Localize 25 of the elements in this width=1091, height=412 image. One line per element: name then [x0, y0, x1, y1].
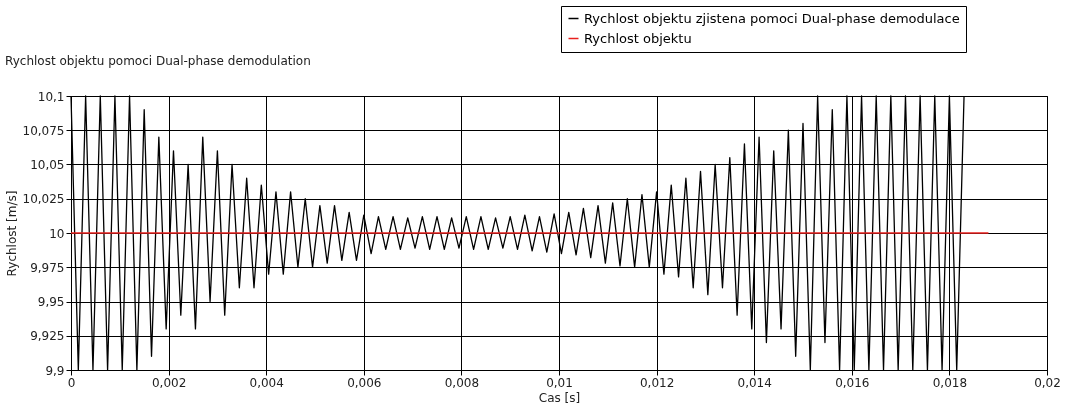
y-tick-label: 10	[49, 226, 65, 241]
chart-title: Rychlost objektu pomoci Dual-phase demodulation	[5, 54, 311, 68]
legend-label: Rychlost objektu	[584, 30, 692, 46]
x-tick-label: 0,002	[151, 375, 187, 390]
y-tick-label: 10,075	[22, 123, 65, 138]
x-tick-label: 0	[67, 375, 76, 390]
x-tick-label: 0,004	[249, 375, 284, 390]
legend-label: Rychlost objektu zjistena pomoci Dual-phase demodulace	[584, 10, 960, 26]
y-tick-label: 10,05	[30, 158, 65, 172]
x-tick-label: 0,01	[546, 375, 573, 390]
y-axis-title: Rychlost [m/s]	[4, 190, 19, 277]
x-tick-label: 0,018	[932, 375, 968, 390]
x-tick-label: 0,02	[1034, 375, 1061, 390]
x-tick-label: 0,006	[347, 375, 382, 390]
y-tick-label: 9,975	[30, 260, 65, 275]
x-tick-label: 0,016	[835, 375, 870, 390]
x-tick-label: 0,012	[639, 375, 675, 390]
y-tick-label: 10,025	[22, 192, 65, 207]
x-tick-label: 0,008	[444, 375, 480, 390]
y-tick-label: 9,95	[37, 295, 65, 309]
y-tick-label: 9,9	[45, 363, 65, 378]
x-tick-label: 0,014	[737, 375, 772, 390]
y-tick-label: 10,1	[37, 89, 65, 104]
y-tick-label: 9,925	[30, 329, 65, 344]
x-axis-title: Cas [s]	[538, 390, 581, 405]
